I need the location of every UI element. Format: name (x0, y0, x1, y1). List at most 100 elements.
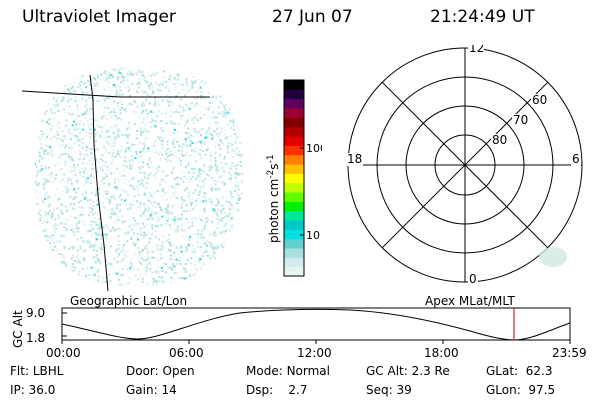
uv-pixel (151, 227, 154, 230)
uv-pixel (201, 105, 204, 108)
timeline-ylabel: GC Alt (11, 310, 25, 348)
uv-pixel (232, 124, 235, 127)
uv-pixel (184, 249, 187, 252)
status-ip: IP: 36.0 (10, 383, 56, 397)
uv-pixel (241, 250, 243, 253)
uv-pixel (117, 227, 120, 230)
uv-pixel (63, 245, 66, 248)
uv-pixel (210, 187, 213, 190)
uv-pixel (53, 135, 56, 138)
uv-pixel (122, 188, 125, 191)
uv-pixel (67, 247, 70, 250)
uv-pixel (65, 99, 68, 102)
uv-pixel (227, 93, 230, 95)
uv-pixel (191, 148, 194, 151)
uv-pixel (91, 168, 94, 171)
uv-pixel (61, 178, 64, 181)
uv-pixel (197, 197, 200, 200)
uv-pixel (195, 220, 198, 223)
uv-pixel (45, 254, 47, 257)
uv-pixel (216, 164, 219, 167)
uv-pixel (237, 111, 240, 114)
uv-pixel (137, 180, 140, 183)
uv-pixel (99, 158, 102, 161)
uv-pixel (191, 142, 194, 144)
uv-pixel (105, 79, 108, 82)
uv-pixel (241, 219, 243, 222)
uv-pixel (54, 227, 57, 230)
uv-pixel (68, 83, 71, 86)
uv-pixel (156, 244, 159, 247)
uv-pixel (180, 177, 183, 180)
uv-pixel (198, 103, 201, 105)
uv-pixel (142, 130, 145, 132)
uv-pixel (62, 84, 65, 87)
uv-pixel (167, 237, 170, 240)
uv-pixel (88, 96, 91, 99)
uv-pixel (161, 170, 164, 173)
uv-pixel (53, 74, 56, 77)
uv-pixel (145, 137, 148, 140)
uv-pixel (183, 94, 186, 97)
uv-pixel (160, 247, 163, 250)
uv-pixel (68, 131, 71, 134)
uv-pixel (172, 139, 175, 142)
uv-pixel (87, 214, 90, 217)
uv-pixel (69, 177, 72, 180)
uv-pixel (146, 251, 149, 254)
uv-pixel (232, 206, 235, 209)
uv-pixel (238, 227, 241, 230)
uv-pixel (95, 188, 98, 191)
uv-pixel (230, 286, 232, 288)
uv-pixel (73, 234, 76, 237)
uv-pixel (35, 197, 38, 199)
uv-pixel (181, 277, 184, 279)
uv-pixel (188, 177, 191, 180)
uv-pixel (48, 166, 50, 169)
uv-pixel (137, 126, 140, 129)
uv-pixel (215, 247, 218, 250)
uv-pixel (73, 189, 76, 192)
uv-pixel (186, 245, 189, 248)
uv-pixel (222, 67, 224, 69)
uv-pixel (163, 76, 166, 79)
uv-pixel (207, 219, 210, 222)
uv-pixel (229, 122, 232, 125)
uv-pixel (244, 124, 246, 126)
uv-pixel (100, 233, 103, 236)
uv-pixel (173, 77, 176, 80)
uv-pixel (143, 192, 146, 195)
uv-pixel (99, 226, 102, 229)
uv-pixel (213, 179, 216, 182)
uv-pixel (170, 287, 172, 289)
uv-pixel (93, 128, 96, 131)
uv-pixel (43, 286, 46, 287)
uv-pixel (96, 256, 99, 259)
uv-pixel (143, 144, 146, 147)
uv-pixel (95, 139, 98, 142)
uv-pixel (201, 219, 204, 222)
uv-pixel (225, 191, 228, 194)
uv-pixel (132, 217, 135, 219)
uv-pixel (139, 233, 142, 236)
uv-pixel (217, 271, 220, 274)
uv-pixel (200, 141, 203, 144)
uv-pixel (183, 189, 186, 192)
uv-pixel (203, 183, 206, 186)
uv-pixel (121, 284, 124, 287)
uv-pixel (172, 259, 175, 262)
uv-pixel (170, 227, 173, 230)
uv-pixel (183, 109, 186, 112)
uv-pixel (150, 75, 153, 77)
uv-pixel (233, 280, 235, 283)
uv-pixel (210, 106, 213, 109)
uv-pixel (92, 87, 95, 90)
uv-pixel (151, 86, 154, 89)
uv-pixel (129, 267, 131, 270)
uv-pixel (181, 229, 183, 232)
uv-pixel (162, 247, 165, 249)
uv-pixel (98, 116, 101, 119)
uv-pixel (165, 108, 168, 111)
uv-pixel (117, 179, 120, 182)
uv-pixel (102, 205, 105, 208)
